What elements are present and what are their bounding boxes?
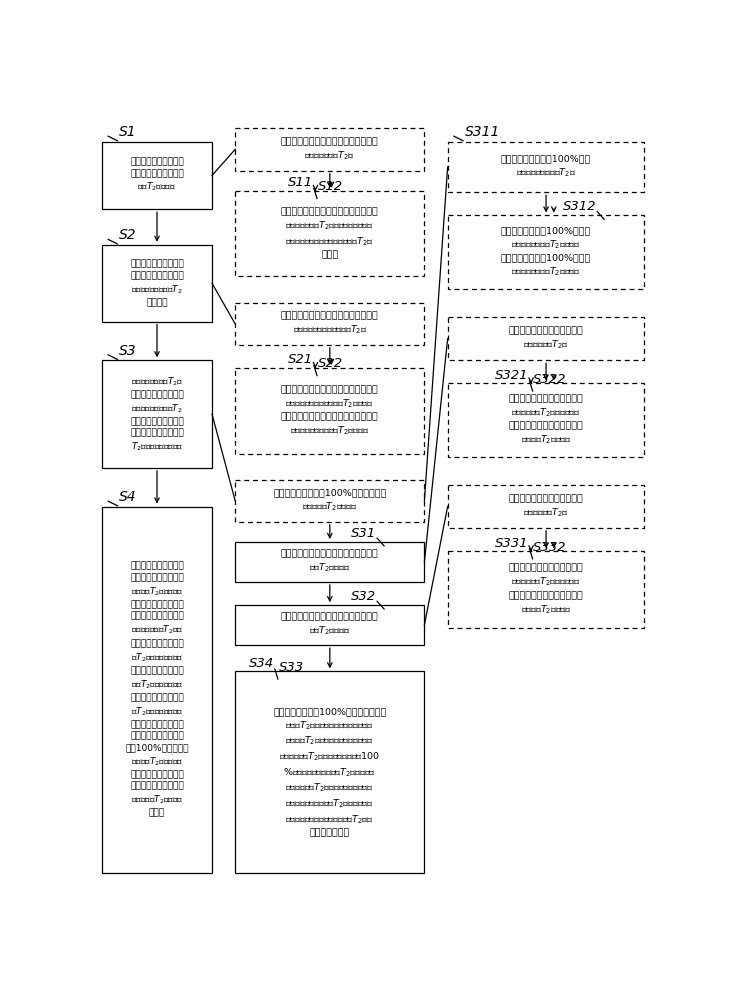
Text: S11: S11 — [288, 176, 313, 189]
Bar — [448, 142, 644, 192]
Text: S321: S321 — [495, 369, 529, 382]
Bar — [102, 360, 212, 468]
Text: S22: S22 — [318, 357, 343, 370]
Bar — [102, 245, 212, 322]
Bar — [235, 128, 424, 171]
Text: 获取各模拟岩心侵入油基泥浆
后的核磁共振$T_2$谱: 获取各模拟岩心侵入油基泥浆 后的核磁共振$T_2$谱 — [509, 326, 583, 351]
Text: S312: S312 — [563, 200, 596, 213]
Text: S1: S1 — [119, 125, 136, 139]
Text: 获取目标受油基泥浆侵入低孔隙度水层
中侵入油基泥浆的核磁共振$T_2$谱: 获取目标受油基泥浆侵入低孔隙度水层 中侵入油基泥浆的核磁共振$T_2$谱 — [281, 312, 378, 336]
Text: 获取各模拟岩心侵入的油基泥
浆的核磁共振$T_2$谱: 获取各模拟岩心侵入的油基泥 浆的核磁共振$T_2$谱 — [509, 494, 583, 519]
Text: S331: S331 — [495, 537, 529, 550]
Text: 获取多块模拟岩心在100%饱含水状态下
的核磁共振$T_2$几何均值: 获取多块模拟岩心在100%饱含水状态下 的核磁共振$T_2$几何均值 — [273, 489, 386, 513]
Text: S21: S21 — [288, 353, 313, 366]
Bar — [235, 671, 424, 873]
Text: 基于各模拟岩心在100%饱含水状态下核
磁共振$T_2$几何均值、侵入油基泥浆后的
核磁共振$T_2$几何均值以及侵入的油基泥
浆的核磁共振$T_2$几何均值，: 基于各模拟岩心在100%饱含水状态下核 磁共振$T_2$几何均值、侵入油基泥浆后… — [273, 707, 386, 837]
Bar — [235, 480, 424, 522]
Text: 获取各模拟岩心侵入油基泥浆后的核磁
共振$T_2$几何均值: 获取各模拟岩心侵入油基泥浆后的核磁 共振$T_2$几何均值 — [281, 550, 378, 574]
Text: 获取目标受油基泥浆侵
入低孔隙度水层中侵入
油基泥浆的核磁共振$T_2$
几何均值: 获取目标受油基泥浆侵 入低孔隙度水层中侵入 油基泥浆的核磁共振$T_2$ 几何均… — [130, 259, 184, 307]
Text: 获取多块模拟岩心在100%饱含
水状态下的核磁共振$T_2$谱: 获取多块模拟岩心在100%饱含 水状态下的核磁共振$T_2$谱 — [501, 155, 591, 179]
Text: S31: S31 — [351, 527, 376, 540]
Text: S32: S32 — [351, 590, 376, 603]
Bar — [448, 317, 644, 360]
Bar — [235, 303, 424, 345]
Bar — [235, 605, 424, 645]
Text: 基于目标受油基泥浆侵入低孔隙度水层
中侵入油基泥浆的核磁共振$T_2$谱，确定
目标受油基泥浆侵入低孔隙度水层中侵
入油基泥浆的核磁共振$T_2$几何均值: 基于目标受油基泥浆侵入低孔隙度水层 中侵入油基泥浆的核磁共振$T_2$谱，确定 … — [281, 385, 378, 437]
Text: S2: S2 — [119, 228, 136, 242]
Text: S4: S4 — [119, 490, 136, 504]
Text: S12: S12 — [318, 180, 343, 193]
Text: S33: S33 — [278, 661, 304, 674]
Bar — [448, 551, 644, 628]
Text: S3: S3 — [119, 344, 136, 358]
Text: 获取目标受油基泥浆侵
入低孔隙度水层的核磁
共振$T_2$几何均值: 获取目标受油基泥浆侵 入低孔隙度水层的核磁 共振$T_2$几何均值 — [130, 157, 184, 193]
Bar — [448, 383, 644, 457]
Bar — [235, 191, 424, 276]
Bar — [235, 542, 424, 582]
Text: S322: S322 — [534, 373, 567, 386]
Text: 获取各模拟岩心侵入的油基泥浆的核磁
共振$T_2$几何均值: 获取各模拟岩心侵入的油基泥浆的核磁 共振$T_2$几何均值 — [281, 613, 378, 637]
Text: 基于各模拟岩心侵入的油基泥
浆的核磁共振$T_2$谱，分别计算
各模拟岩心侵入的油基泥浆的
核磁共振$T_2$几何均值: 基于各模拟岩心侵入的油基泥 浆的核磁共振$T_2$谱，分别计算 各模拟岩心侵入的… — [509, 564, 583, 616]
Text: S311: S311 — [464, 125, 500, 139]
Text: 获取地层核磁共振$T_2$几
何均值关于地层侵入油
基泥浆后的核磁共振$T_2$
几何均值以及地层侵入
的油基泥浆的核磁共振
$T_2$几何均值的计算模型: 获取地层核磁共振$T_2$几 何均值关于地层侵入油 基泥浆后的核磁共振$T_2$… — [130, 375, 184, 453]
Bar — [102, 507, 212, 873]
Text: 获取目标受油基泥浆侵入低孔隙度水层
的核磁共振测井$T_2$谱: 获取目标受油基泥浆侵入低孔隙度水层 的核磁共振测井$T_2$谱 — [281, 137, 378, 162]
Bar — [448, 215, 644, 289]
Text: 基于所述目标受油基泥
浆侵入低孔隙度水层的
核磁共振$T_2$几何均值、
目标受油基泥浆侵入低
孔隙度水层中侵入油基
泥浆的核磁共振$T_2$几何
均值，利用地: 基于所述目标受油基泥 浆侵入低孔隙度水层的 核磁共振$T_2$几何均值、 目标受… — [125, 562, 189, 818]
Text: 基于各模拟岩心侵入油基泥浆
后的核磁共振$T_2$谱，分别计算
各模拟岩心侵入油基泥浆后的
核磁共振$T_2$几何均值: 基于各模拟岩心侵入油基泥浆 后的核磁共振$T_2$谱，分别计算 各模拟岩心侵入油… — [509, 394, 583, 446]
Text: S34: S34 — [249, 657, 274, 670]
Bar — [448, 485, 644, 528]
Text: 基于各模拟岩心在100%饱含水
状态下的核磁共振$T_2$谱，分别
计算各模拟岩心在100%饱含水
状态下的核磁共振$T_2$几何均值: 基于各模拟岩心在100%饱含水 状态下的核磁共振$T_2$谱，分别 计算各模拟岩… — [501, 227, 591, 278]
Bar — [235, 368, 424, 454]
Text: S332: S332 — [534, 541, 567, 554]
Text: 基于目标受油基泥浆侵入低孔隙度水层
的核磁共振测井$T_2$谱，确定目标受油基
泥浆侵入低孔隙度水层的核磁共振$T_2$几
何均值: 基于目标受油基泥浆侵入低孔隙度水层 的核磁共振测井$T_2$谱，确定目标受油基 … — [281, 207, 378, 259]
Bar — [102, 142, 212, 209]
